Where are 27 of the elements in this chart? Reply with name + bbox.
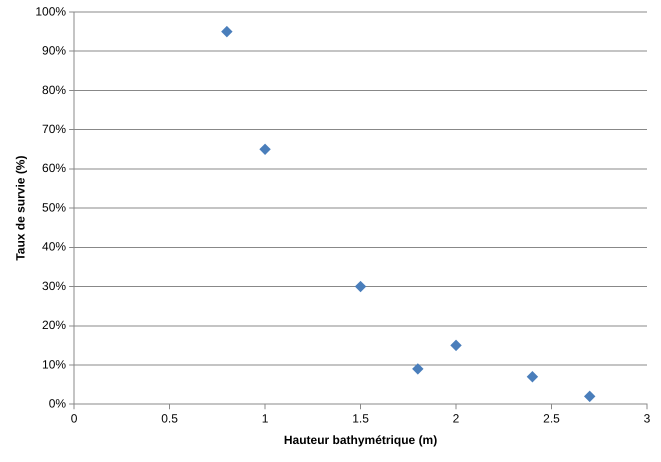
x-tick-label: 2.5 xyxy=(543,412,560,426)
x-tick-label: 2 xyxy=(452,412,460,426)
x-tick-label: 0.5 xyxy=(161,412,178,426)
point xyxy=(260,144,271,155)
y-tick-label: 60% xyxy=(42,161,66,176)
y-tick-label: 100% xyxy=(35,4,66,18)
y-tick-label: 90% xyxy=(42,44,66,58)
y-tick-label: 0% xyxy=(48,396,66,411)
y-tick-label: 20% xyxy=(42,318,66,332)
y-tick-label: 80% xyxy=(42,82,66,97)
y-tick-label: 50% xyxy=(42,200,66,214)
point xyxy=(526,371,538,382)
x-axis-title: Hauteur bathymétrique (m) xyxy=(284,433,438,448)
x-tick-label: 1.5 xyxy=(352,412,370,426)
point xyxy=(412,363,424,374)
x-tick-label: 0 xyxy=(70,412,78,426)
x-tick-label: 1 xyxy=(262,412,269,426)
point xyxy=(450,340,462,351)
y-tick-label: 10% xyxy=(42,357,66,372)
y-tick-label: 30% xyxy=(42,278,66,293)
point xyxy=(355,281,366,292)
point xyxy=(584,390,596,402)
y-tick-label: 40% xyxy=(42,240,66,254)
y-tick-label: 70% xyxy=(42,122,66,136)
y-axis-title: Taux de survie (%) xyxy=(14,156,28,261)
x-tick-label: 3 xyxy=(644,412,651,426)
point xyxy=(221,26,232,38)
